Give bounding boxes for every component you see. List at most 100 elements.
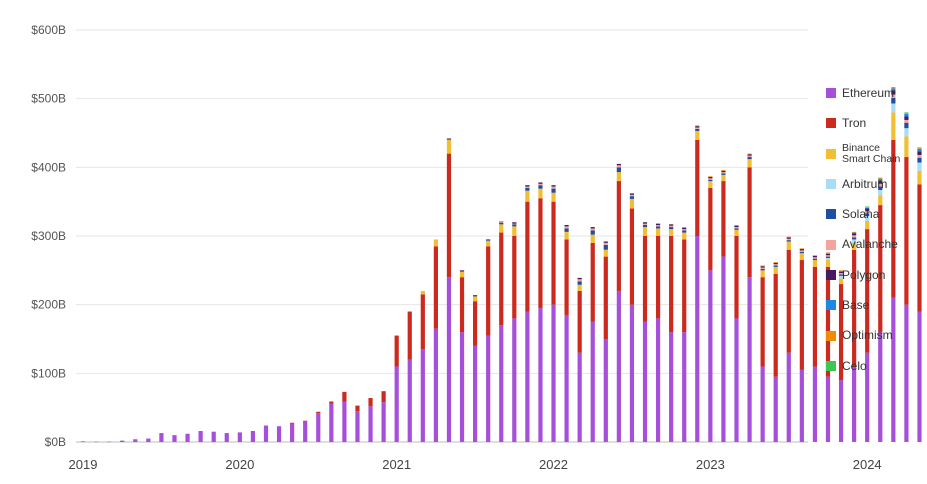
bar-segment — [420, 349, 425, 442]
bar-segment — [695, 126, 700, 128]
bar-stack — [172, 435, 177, 442]
bar-segment — [538, 183, 543, 186]
bar-stack — [629, 193, 635, 442]
bar-segment — [695, 125, 700, 127]
legend: Ethereum Tron Binance Smart Chain Arbitrum S… — [826, 78, 926, 381]
bar-segment — [708, 178, 713, 180]
bar-segment — [721, 173, 726, 175]
x-tick-label: 2024 — [853, 457, 882, 472]
bar-segment — [825, 266, 831, 377]
bar-segment — [655, 226, 661, 229]
bar-stack — [891, 86, 896, 442]
bar-segment — [342, 391, 347, 402]
bar-segment — [642, 236, 648, 322]
bar-segment — [825, 260, 831, 267]
bar-stack — [446, 138, 452, 442]
legend-item: Base — [826, 290, 926, 320]
bar-segment — [525, 187, 530, 191]
bar-stack — [695, 125, 700, 442]
bar-segment — [865, 211, 870, 214]
bar-segment — [486, 239, 491, 241]
bar-segment — [669, 229, 674, 236]
bar-segment — [799, 260, 804, 370]
bar-segment — [865, 220, 870, 230]
bar-segment — [512, 226, 517, 236]
bar-segment — [838, 278, 844, 285]
bar-segment — [577, 279, 582, 282]
bar-segment — [825, 257, 831, 261]
bar-segment — [786, 241, 791, 250]
bar-segment — [747, 154, 752, 156]
bar-stack — [878, 177, 883, 442]
bar-segment — [329, 401, 334, 404]
bar-segment — [747, 277, 752, 442]
bar-stack — [642, 222, 648, 442]
bar-segment — [603, 256, 608, 339]
bar-stack — [107, 441, 112, 443]
bar-segment — [878, 177, 883, 179]
bar-segment — [891, 97, 896, 104]
bar-segment — [852, 242, 857, 250]
bar-segment — [865, 352, 870, 442]
bar-segment — [655, 236, 661, 319]
bar-segment — [904, 113, 909, 117]
bar-segment — [407, 359, 412, 442]
bar-segment — [590, 321, 595, 442]
bar-stack — [616, 163, 621, 442]
bar-segment — [734, 228, 739, 230]
bar-segment — [825, 255, 831, 257]
bar-segment — [682, 230, 687, 233]
bar-segment — [799, 253, 804, 261]
bar-segment — [525, 201, 530, 312]
bar-segment — [590, 227, 595, 229]
bar-segment — [446, 153, 452, 278]
bar-segment — [616, 172, 621, 182]
bar-stack — [146, 438, 151, 442]
bar-stack — [486, 239, 491, 442]
bar-segment — [159, 433, 164, 442]
legend-swatch — [826, 360, 836, 371]
bar-segment — [669, 236, 674, 333]
bar-segment — [629, 304, 635, 442]
bar-segment — [381, 391, 386, 403]
bar-segment — [852, 239, 857, 243]
bar-segment — [786, 249, 791, 353]
x-axis-ticks: 2019 2020 2021 2022 2023 2024 — [69, 457, 882, 472]
bar-segment — [747, 157, 752, 160]
bar-segment — [303, 420, 308, 422]
bar-segment — [721, 170, 726, 173]
bar-stack — [760, 265, 765, 442]
x-tick-label: 2020 — [225, 457, 254, 472]
legend-label: Optimism — [842, 328, 893, 343]
bar-segment — [538, 188, 543, 199]
bar-segment — [891, 87, 896, 89]
bar-segment — [629, 198, 635, 209]
bar-segment — [773, 262, 778, 263]
bar-segment — [446, 139, 452, 140]
bar-stack — [407, 311, 412, 442]
bar-stack — [381, 391, 386, 442]
bar-segment — [865, 207, 870, 208]
bar-segment — [655, 225, 661, 227]
bar-segment — [747, 159, 752, 168]
bar-segment — [825, 252, 831, 254]
bar-segment — [629, 193, 635, 195]
bar-segment — [904, 122, 909, 129]
bar-segment — [682, 232, 687, 240]
bar-segment — [917, 147, 922, 149]
bar-segment — [865, 229, 870, 353]
bar-segment — [577, 281, 582, 285]
bar-stack — [290, 422, 295, 442]
y-tick-label: $0B — [45, 435, 66, 449]
bar-segment — [865, 213, 870, 217]
bar-segment — [420, 294, 425, 350]
bar-stack — [525, 185, 530, 442]
bar-segment — [904, 116, 909, 120]
y-tick-label: $200B — [31, 298, 66, 312]
bar-segment — [551, 304, 556, 442]
legend-item: Ethereum — [826, 78, 926, 108]
bar-segment — [224, 433, 229, 442]
bar-stack — [368, 398, 373, 442]
bar-segment — [682, 227, 687, 228]
